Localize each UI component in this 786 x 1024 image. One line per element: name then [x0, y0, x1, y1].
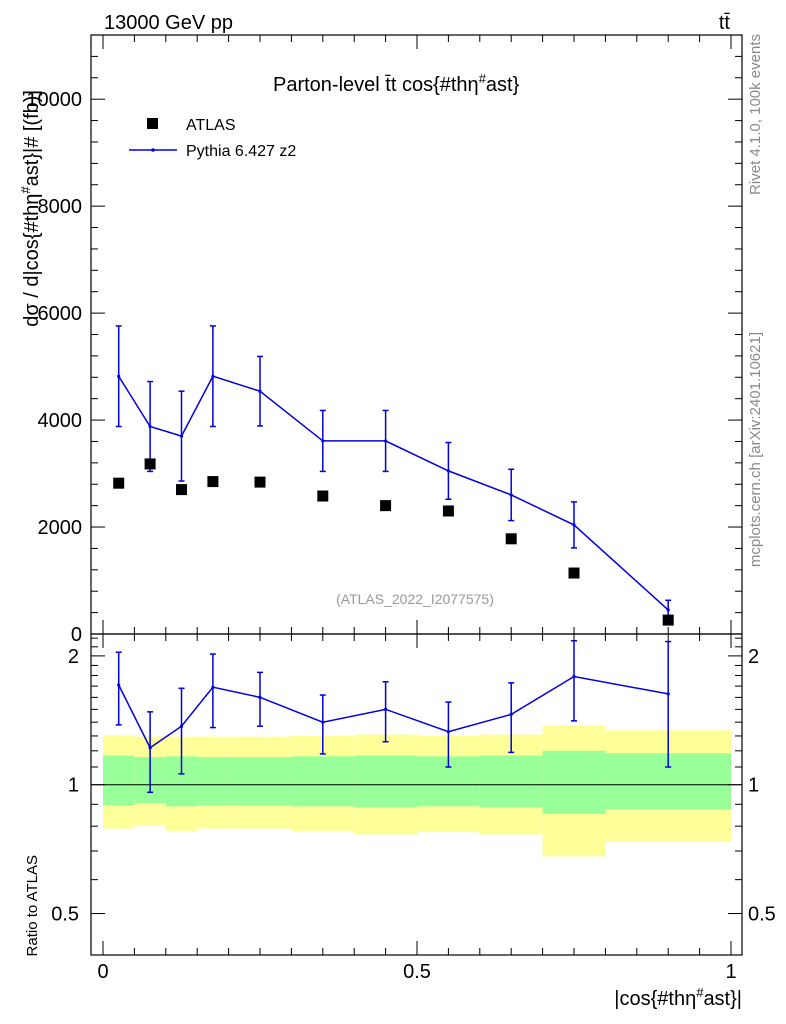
ratio-y-tick-label: 0.5: [51, 904, 79, 926]
pythia-point: [572, 523, 576, 527]
ratio-y-tick-label: 2: [68, 646, 79, 668]
main-y-axis-label: dσ / d|cos{#thη#ast}|# [(fb)]: [18, 90, 43, 327]
legend-marker-atlas: [147, 118, 158, 129]
pythia-point: [384, 439, 388, 443]
pythia-point: [666, 608, 670, 612]
pythia-point: [446, 469, 450, 473]
main-plot-title: Parton-level t̄t cos{#thη#ast}: [273, 71, 520, 96]
ratio-point: [148, 746, 152, 750]
ratio-y-tick-label-right: 2: [748, 646, 759, 668]
y-tick-label: 6000: [38, 303, 83, 325]
atlas-data-point: [254, 476, 266, 488]
y-tick-label: 2000: [38, 517, 83, 539]
ratio-point: [509, 712, 513, 716]
y-tick-label: 4000: [38, 410, 83, 432]
analysis-id-label: (ATLAS_2022_I2077575): [336, 591, 494, 607]
ratio-point: [117, 683, 121, 687]
pythia-point: [258, 389, 262, 393]
atlas-data-point: [207, 476, 219, 488]
legend-marker-pythia: [151, 148, 155, 152]
main-y-axis: 0 2000 4000 6000 8000 10000: [26, 55, 742, 646]
ratio-inner-band: [228, 757, 292, 806]
atlas-data-point: [176, 484, 187, 496]
pythia-point: [148, 424, 152, 429]
rivet-version-label: Rivet 4.1.0, 100k events: [747, 34, 764, 195]
x-axis-label: |cos{#thη#ast}|: [614, 985, 742, 1010]
ratio-inner-band: [197, 757, 229, 806]
atlas-data-point: [317, 490, 329, 502]
ratio-point: [211, 685, 215, 689]
ratio-y-tick-label-right: 1: [748, 775, 759, 797]
ratio-point: [446, 730, 450, 734]
atlas-data-point: [662, 614, 674, 626]
mcplots-source-label: mcplots.cern.ch [arXiv:2401.10621]: [747, 332, 764, 567]
x-tick-label: 1: [725, 961, 736, 983]
pythia-point: [321, 439, 325, 443]
legend: ATLAS Pythia 6.427 z2: [129, 117, 296, 160]
atlas-data-point: [568, 567, 580, 579]
pythia-point: [179, 434, 184, 438]
atlas-data-point: [144, 458, 156, 470]
ratio-inner-band: [479, 755, 543, 808]
pythia-line: [118, 375, 669, 611]
x-axis: 0 0.5 1: [97, 35, 737, 983]
ratio-inner-band: [291, 756, 355, 807]
atlas-data-point: [380, 500, 392, 512]
ratio-y-tick-label: 1: [68, 775, 79, 797]
ratio-uncertainty-bands: [91, 725, 742, 857]
ratio-inner-band: [103, 755, 135, 806]
atlas-data-point: [113, 477, 125, 489]
ratio-point: [384, 707, 388, 711]
y-tick-label: 0: [71, 624, 82, 646]
process-label: tt̄: [719, 12, 731, 34]
main-plot-panel: 0 2000 4000 6000 8000 10000 Parton-level t̄t …: [18, 34, 743, 646]
y-tick-label: 10000: [26, 89, 82, 111]
ratio-point: [179, 724, 184, 728]
ratio-series-layer: [115, 639, 672, 794]
y-tick-label: 8000: [38, 196, 83, 218]
ratio-point: [321, 720, 325, 724]
legend-label-pythia: Pythia 6.427 z2: [186, 143, 296, 160]
atlas-data-point: [442, 505, 454, 517]
ratio-point: [572, 674, 576, 679]
legend-label-atlas: ATLAS: [186, 117, 236, 134]
energy-label: 13000 GeV pp: [104, 12, 233, 34]
pythia-point: [117, 374, 121, 378]
x-tick-label: 0.5: [403, 961, 431, 983]
ratio-point: [666, 692, 670, 696]
x-tick-label: 0: [97, 961, 108, 983]
ratio-inner-band: [354, 755, 417, 808]
pythia-point: [509, 493, 513, 497]
ratio-plot-panel: 0.5 0.51 12 2 Ratio to ATLAS 0 0.5 1 |cos{#th…: [24, 35, 776, 1010]
ratio-inner-band: [542, 750, 606, 814]
ratio-point: [258, 695, 262, 699]
pythia-point: [211, 374, 215, 378]
ratio-y-axis: 0.5 0.5 1 1 2 2: [51, 637, 776, 926]
atlas-data-point: [505, 533, 517, 545]
main-series-layer: [113, 325, 674, 626]
ratio-y-tick-label-right: 0.5: [748, 904, 776, 926]
ratio-y-axis-label: Ratio to ATLAS: [24, 855, 41, 956]
